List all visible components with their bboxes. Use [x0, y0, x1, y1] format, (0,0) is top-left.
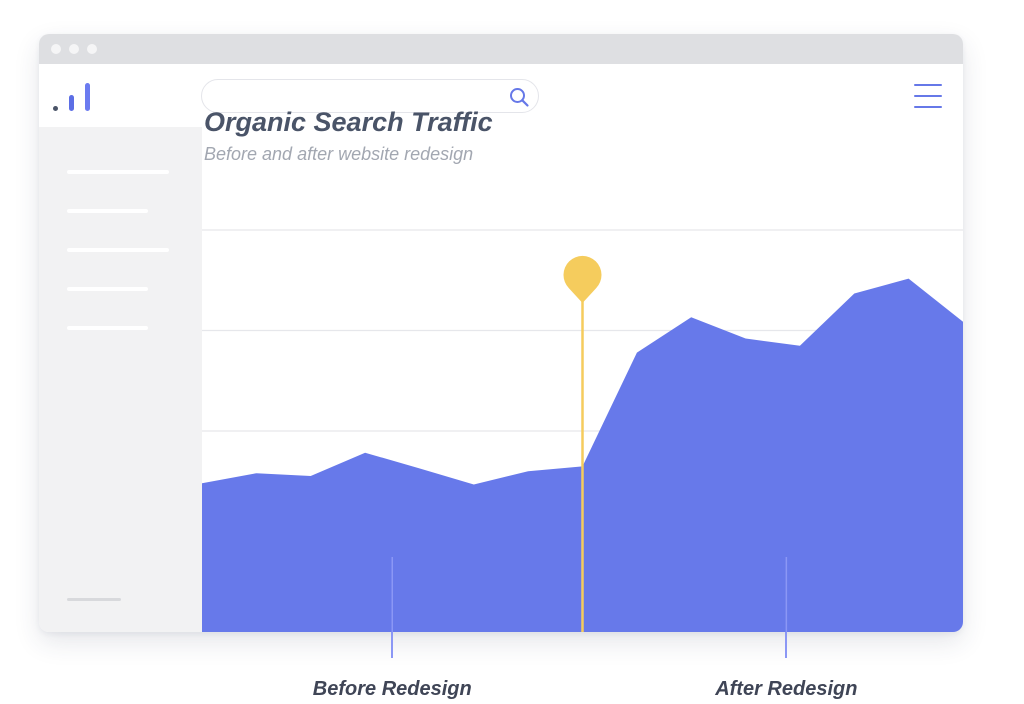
- window-maximize-dot[interactable]: [87, 44, 97, 54]
- map-pin-icon: [563, 255, 602, 303]
- hamburger-menu-icon[interactable]: [914, 82, 942, 110]
- bar-chart-icon: [53, 81, 93, 111]
- window-close-dot[interactable]: [51, 44, 61, 54]
- annotation-tick-extension: [785, 632, 788, 658]
- traffic-area-chart: [202, 229, 963, 632]
- redesign-marker: [563, 255, 602, 632]
- search-icon[interactable]: [508, 86, 530, 108]
- annotation-tick-extension: [391, 632, 394, 658]
- sidebar-item-placeholder[interactable]: [67, 287, 148, 291]
- sidebar-item-placeholder[interactable]: [67, 209, 148, 213]
- after-redesign-label: After Redesign: [715, 678, 858, 700]
- logo-bar: [85, 83, 90, 111]
- sidebar-item-placeholder[interactable]: [67, 248, 169, 252]
- before-redesign-label: Before Redesign: [312, 678, 472, 700]
- sidebar-item-placeholder[interactable]: [67, 326, 148, 330]
- annotation-ticks: [391, 557, 788, 632]
- sidebar-footer-line: [67, 598, 121, 601]
- traffic-area: [202, 278, 963, 632]
- browser-window: [39, 34, 963, 632]
- search-input[interactable]: [201, 79, 539, 113]
- logo-bar: [69, 95, 74, 111]
- chart-subtitle: Before and after website redesign: [204, 144, 474, 164]
- chart-title: Organic Search Traffic: [204, 107, 493, 137]
- sidebar: [39, 127, 202, 632]
- window-minimize-dot[interactable]: [69, 44, 79, 54]
- sidebar-item-placeholder[interactable]: [67, 170, 169, 174]
- title-bar: [39, 34, 963, 64]
- logo-bar: [53, 106, 58, 111]
